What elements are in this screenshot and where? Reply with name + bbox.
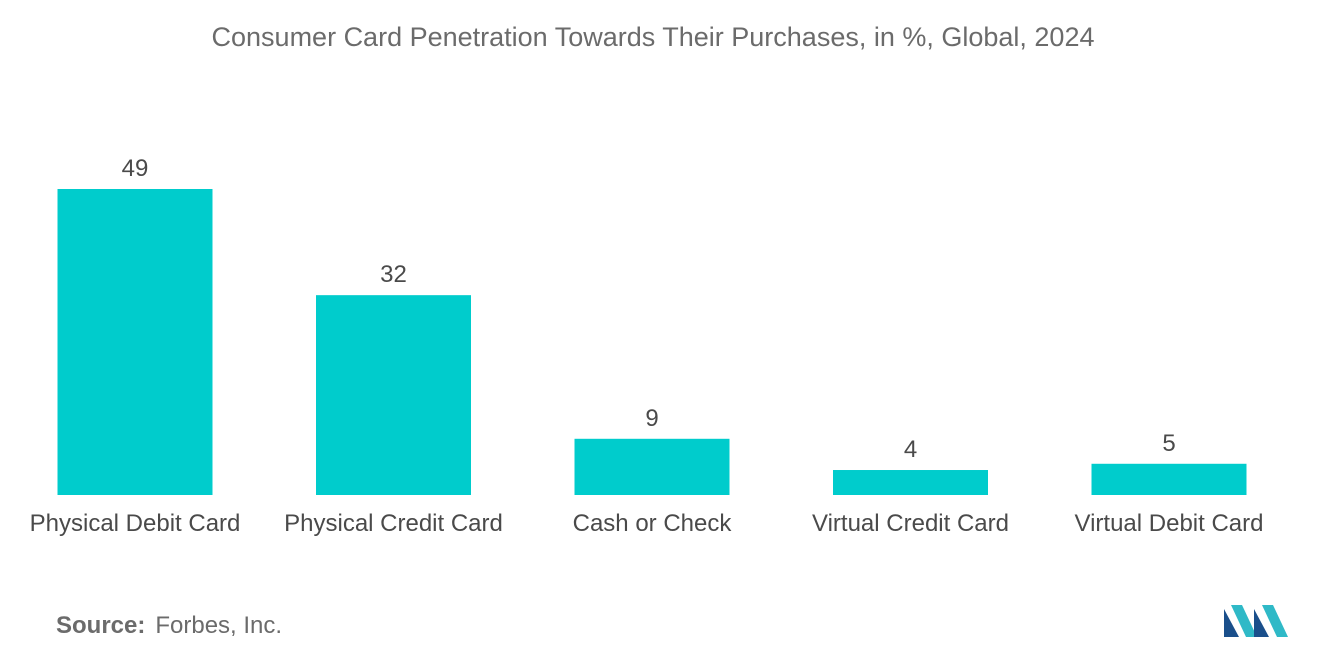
value-label-cash-or-check: 9: [645, 405, 658, 432]
source-label: Source:: [56, 612, 146, 639]
category-label-virtual-credit-card: Virtual Credit Card: [812, 510, 1009, 537]
bars-group: [57, 189, 1247, 495]
category-label-virtual-debit-card: Virtual Debit Card: [1075, 510, 1264, 537]
bar-cash-or-check: [574, 438, 730, 495]
category-label-physical-debit-card: Physical Debit Card: [30, 510, 241, 537]
logo-mid-stroke: [1231, 605, 1257, 637]
logo-tail-stroke: [1262, 605, 1288, 637]
value-label-physical-debit-card: 49: [122, 155, 149, 182]
category-label-physical-credit-card: Physical Credit Card: [284, 510, 503, 537]
bar-virtual-debit-card: [1091, 463, 1247, 495]
source-note: Source: Forbes, Inc.: [56, 612, 282, 640]
bar-physical-debit-card: [57, 189, 213, 495]
category-label-cash-or-check: Cash or Check: [573, 510, 733, 537]
bar-physical-credit-card: [316, 295, 471, 495]
value-label-virtual-credit-card: 4: [904, 436, 917, 463]
logo-right-stroke: [1254, 609, 1269, 637]
mordor-logo-icon: [1224, 605, 1288, 637]
value-label-physical-credit-card: 32: [380, 261, 407, 288]
bar-virtual-credit-card: [833, 470, 988, 495]
source-text: Forbes, Inc.: [155, 612, 283, 639]
value-label-virtual-debit-card: 5: [1162, 430, 1175, 457]
value-labels-group: 49 32 9 4 5: [122, 155, 1176, 463]
bar-chart: 49 32 9 4 5 Physical Debit Card Physical Cred…: [30, 155, 1264, 537]
logo-left-stroke: [1224, 609, 1239, 637]
category-labels-group: Physical Debit Card Physical Credit Card C…: [30, 510, 1264, 537]
chart-title: Consumer Card Penetration Towards Their …: [211, 22, 1095, 52]
